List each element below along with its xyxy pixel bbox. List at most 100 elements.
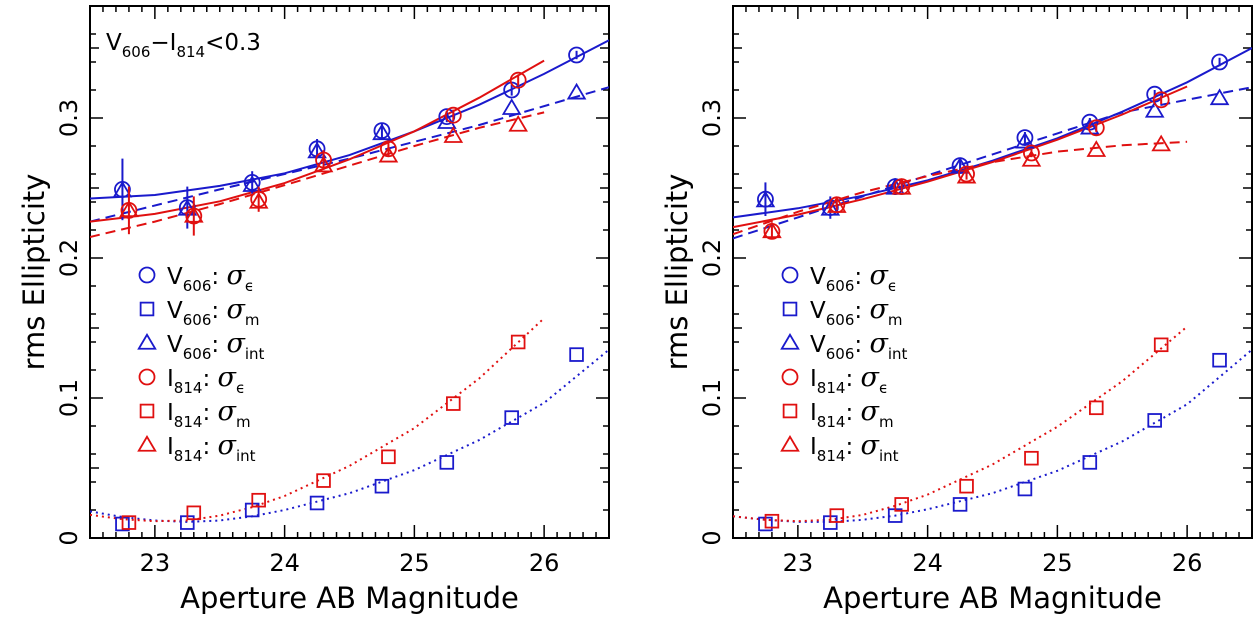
data-point-circle (958, 165, 975, 183)
y-tick-label: 0 (698, 530, 726, 545)
data-point-square (952, 497, 968, 512)
data-point-triangle (1079, 117, 1100, 135)
legend-entry: I814: σint (810, 430, 899, 465)
data-point-triangle (119, 200, 139, 218)
fit-curve-dotted (733, 348, 1252, 523)
x-axis-title: Aperture AB Magnitude (180, 581, 519, 615)
data-point-square (121, 515, 137, 530)
data-point-square (1082, 455, 1098, 470)
data-point-square (1089, 400, 1104, 416)
data-point-triangle (820, 198, 841, 216)
data-point-square (186, 505, 202, 521)
legend-marker (782, 301, 798, 317)
legend-marker (782, 403, 798, 419)
legend-entry: I814: σint (167, 430, 256, 465)
data-point-square (316, 473, 331, 488)
y-tick-label: 0.3 (698, 99, 726, 137)
legend-marker (138, 266, 156, 284)
y-tick-label: 0.2 (698, 239, 726, 277)
data-point-triangle (372, 123, 392, 141)
legend-marker (780, 434, 800, 452)
data-point-circle (444, 106, 462, 124)
data-point-circle (243, 173, 261, 191)
fit-curve-dotted (90, 348, 609, 523)
legend-entry: V606: σϵ (810, 260, 897, 295)
x-tick-label: 23 (783, 549, 814, 577)
data-point-triangle (436, 112, 457, 129)
legend-entry: V606: σint (810, 328, 908, 363)
x-tick-label: 26 (1172, 549, 1203, 577)
data-point-circle (250, 190, 268, 208)
data-point-square (439, 455, 455, 470)
data-point-triangle (1015, 131, 1035, 149)
legend-entry: V606: σm (810, 294, 903, 329)
data-point-square (510, 334, 526, 350)
fit-curve-dotted (733, 325, 1188, 523)
data-point-square (959, 478, 974, 494)
data-point-circle (373, 122, 391, 140)
x-tick-label: 24 (912, 549, 943, 577)
data-point-circle (1087, 119, 1105, 137)
fit-curve-dashed (733, 140, 1188, 236)
left-panel: 23 24 25 26 0 0.1 0.2 0.3 Aperture AB Magnitude r… (17, 5, 610, 615)
data-point-triangle (112, 180, 133, 198)
data-point-circle (568, 46, 585, 64)
x-tick-label: 26 (529, 549, 560, 577)
data-point-triangle (183, 205, 204, 223)
data-point-circle (438, 108, 456, 125)
data-point-triangle (313, 155, 334, 173)
data-point-square (446, 396, 461, 411)
data-point-square (1024, 450, 1039, 466)
data-point-square (764, 513, 780, 529)
legend-marker (139, 403, 155, 419)
data-point-triangle (826, 196, 847, 213)
data-point-triangle (566, 82, 587, 100)
data-point-triangle (378, 145, 399, 163)
data-point-triangle (755, 190, 776, 208)
data-point-square (1153, 337, 1169, 353)
legend-entry: I814: σϵ (810, 362, 888, 397)
legend-marker (137, 434, 157, 452)
data-point-triangle (956, 166, 977, 184)
data-point-square (381, 449, 396, 465)
fit-curve-solid (733, 85, 1188, 229)
data-point-circle (1023, 144, 1040, 162)
data-point-square (1017, 481, 1033, 497)
data-point-circle (315, 151, 332, 169)
fit-curve-solid (733, 47, 1252, 219)
legend-entry: I814: σm (167, 396, 251, 431)
data-point-square (309, 495, 325, 511)
data-point-triangle (1021, 149, 1042, 167)
y-tick-label: 0.3 (55, 99, 83, 137)
data-point-triangle (1209, 88, 1230, 106)
data-point-triangle (950, 156, 970, 174)
data-point-circle (1211, 53, 1228, 71)
data-point-triangle (443, 126, 464, 143)
data-point-square (1147, 413, 1162, 428)
x-tick-label: 25 (1042, 549, 1073, 577)
legend-marker (780, 332, 800, 350)
legend-entry: I814: σm (810, 396, 894, 431)
data-point-circle (1016, 129, 1034, 147)
data-point-square (569, 347, 584, 362)
data-point-triangle (1086, 140, 1107, 157)
data-point-triangle (508, 114, 528, 132)
data-point-triangle (177, 198, 198, 216)
legend-entry: V606: σm (167, 294, 260, 329)
y-tick-label: 0.2 (55, 239, 83, 277)
color-cut-annotation: V606−I814<0.3 (106, 30, 261, 61)
data-point-square (374, 478, 390, 494)
x-tick-label: 24 (269, 549, 300, 577)
data-point-square (1212, 352, 1227, 368)
data-point-circle (1152, 91, 1170, 109)
data-point-triangle (1144, 100, 1165, 118)
y-tick-label: 0.1 (698, 379, 726, 417)
y-tick-label: 0 (55, 530, 83, 545)
data-point-triangle (242, 175, 263, 192)
fit-curve-dashed (90, 111, 545, 238)
data-point-square (251, 492, 266, 508)
data-point-triangle (248, 191, 269, 209)
y-axis-title: rms Ellipticity (17, 174, 51, 371)
data-point-circle (509, 71, 527, 89)
